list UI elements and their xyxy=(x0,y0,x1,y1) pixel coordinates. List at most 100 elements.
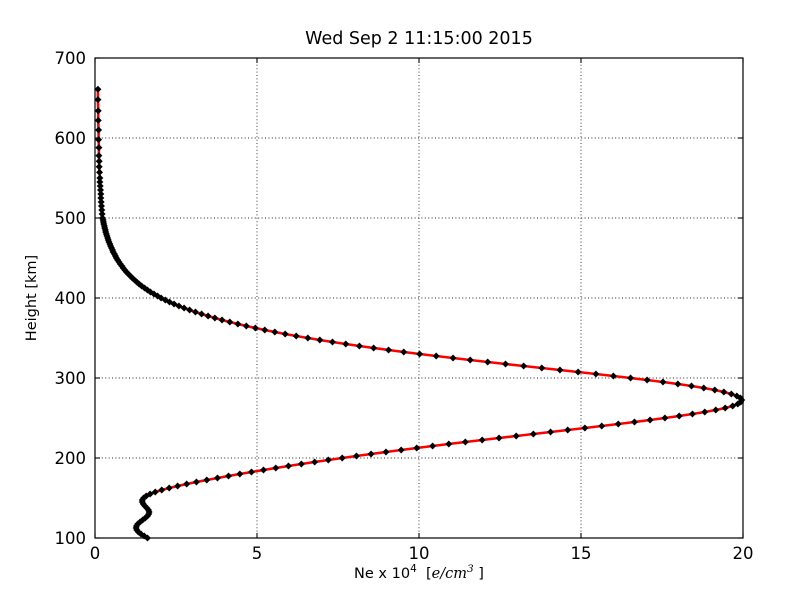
data-point-marker xyxy=(95,163,103,171)
data-point-marker xyxy=(370,344,378,352)
x-axis-label-bracket-close: ] xyxy=(478,566,484,582)
x-tick-labels: 0 5 10 15 20 xyxy=(90,544,754,563)
data-point-marker xyxy=(97,202,105,210)
data-point-marker xyxy=(95,144,103,152)
y-tick-label: 600 xyxy=(55,129,87,148)
data-point-marker xyxy=(158,486,166,494)
data-point-marker xyxy=(385,346,393,354)
data-point-marker xyxy=(95,157,103,165)
data-point-marker xyxy=(204,312,212,320)
data-point-marker xyxy=(247,468,255,476)
y-tick-label: 100 xyxy=(55,529,87,548)
data-point-marker xyxy=(512,432,520,440)
data-point-marker xyxy=(461,438,469,446)
data-point-marker xyxy=(675,412,683,420)
y-tick-labels: 100 200 300 400 500 600 700 xyxy=(55,49,87,548)
data-point-marker xyxy=(284,462,292,470)
data-point-marker xyxy=(484,358,492,366)
data-point-marker xyxy=(627,374,635,382)
data-point-marker xyxy=(598,422,606,430)
x-axis-label-exponent: 4 xyxy=(410,563,417,575)
data-point-marker xyxy=(733,392,741,400)
data-point-marker xyxy=(659,378,667,386)
data-point-marker xyxy=(97,194,105,202)
x-axis-label: Ne x 104 [e/cm3 ] xyxy=(354,563,484,582)
y-axis-label: Height [km] xyxy=(24,255,40,341)
x-axis-label-prefix: Ne x 10 xyxy=(354,566,410,582)
data-point-marker xyxy=(242,322,250,330)
data-point-marker xyxy=(449,354,457,362)
data-point-marker xyxy=(218,316,226,324)
data-point-marker xyxy=(297,460,305,468)
data-point-marker xyxy=(538,364,546,372)
data-point-marker xyxy=(556,366,564,374)
data-point-marker xyxy=(445,440,453,448)
data-point-marker xyxy=(646,416,654,424)
data-point-marker xyxy=(94,116,102,124)
data-point-marker xyxy=(720,388,728,396)
data-point-marker xyxy=(661,414,669,422)
data-point-marker xyxy=(97,198,105,206)
y-tick-label: 300 xyxy=(55,369,87,388)
data-point-marker xyxy=(701,408,709,416)
data-point-marker xyxy=(96,174,104,182)
data-point-marker xyxy=(367,450,375,458)
data-point-marker xyxy=(236,470,244,478)
data-point-marker xyxy=(529,430,537,438)
data-point-marker xyxy=(721,404,729,412)
data-point-marker xyxy=(382,448,390,456)
data-point-marker xyxy=(397,446,405,454)
data-point-marker xyxy=(674,380,682,388)
data-point-marker xyxy=(355,342,363,350)
data-point-marker xyxy=(342,340,350,348)
data-point-marker xyxy=(592,370,600,378)
data-point-marker xyxy=(165,484,173,492)
data-point-marker xyxy=(338,454,346,462)
data-point-marker xyxy=(712,406,720,414)
data-point-marker xyxy=(94,107,102,115)
data-point-marker xyxy=(413,444,421,452)
data-point-marker xyxy=(324,456,332,464)
data-point-marker xyxy=(466,356,474,364)
x-tick-label: 20 xyxy=(733,544,754,563)
y-gridlines xyxy=(95,137,743,459)
data-point-marker xyxy=(97,190,105,198)
data-point-marker xyxy=(96,182,104,190)
data-point-marker xyxy=(151,488,159,496)
data-point-marker xyxy=(226,318,234,326)
data-point-marker xyxy=(574,368,582,376)
data-point-marker xyxy=(609,372,617,380)
data-point-marker xyxy=(700,384,708,392)
data-point-marker xyxy=(711,386,719,394)
data-point-marker xyxy=(94,85,102,93)
data-point-marker xyxy=(180,304,188,312)
data-point-marker xyxy=(416,350,424,358)
x-axis-label-units-exponent: 3 xyxy=(467,563,474,575)
data-point-marker xyxy=(97,186,105,194)
data-point-marker xyxy=(192,478,200,486)
data-point-marker xyxy=(96,168,104,176)
data-point-marker xyxy=(581,424,589,432)
data-point-marker xyxy=(272,464,280,472)
data-point-marker xyxy=(729,402,737,410)
data-point-marker xyxy=(352,452,360,460)
data-point-marker xyxy=(547,428,555,436)
data-point-marker xyxy=(213,474,221,482)
data-point-marker xyxy=(727,390,735,398)
data-point-marker xyxy=(183,480,191,488)
data-point-marker xyxy=(495,434,503,442)
data-point-marker xyxy=(95,152,103,160)
data-point-marker xyxy=(211,314,219,322)
data-point-marker xyxy=(98,210,106,218)
data-point-marker xyxy=(304,334,312,342)
data-series-group xyxy=(94,85,746,542)
data-point-marker xyxy=(98,214,106,222)
data-point-marker xyxy=(191,308,199,316)
data-point-marker xyxy=(432,352,440,360)
data-point-marker xyxy=(281,330,289,338)
x-tick-label: 15 xyxy=(571,544,592,563)
data-point-marker xyxy=(478,436,486,444)
x-tick-label: 10 xyxy=(409,544,430,563)
